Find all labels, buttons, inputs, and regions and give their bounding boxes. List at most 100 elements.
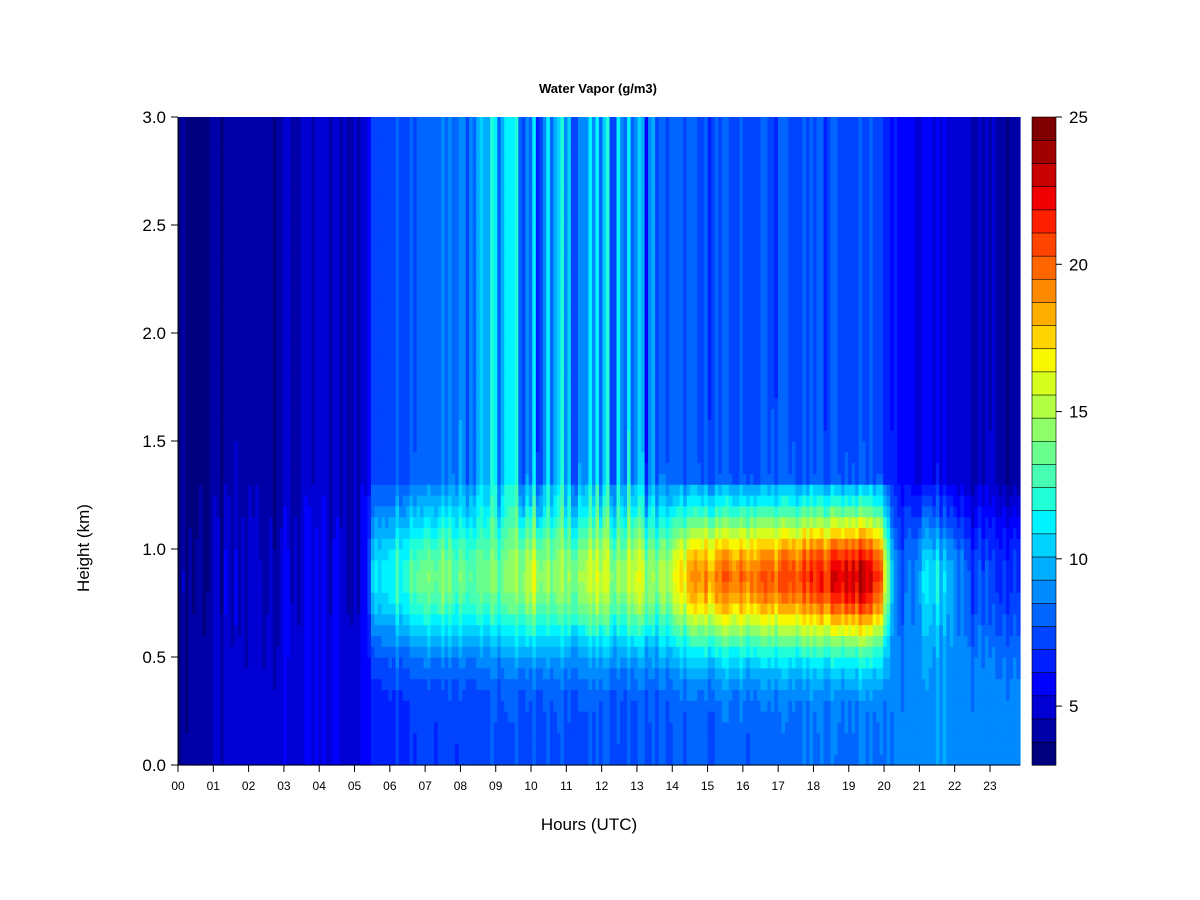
heatmap-cell (381, 624, 386, 636)
heatmap-cell (241, 235, 246, 248)
heatmap-cell (413, 300, 418, 312)
heatmap-cell (332, 300, 337, 312)
heatmap-cell (248, 527, 253, 539)
heatmap-cell (339, 495, 344, 507)
heatmap-cell (434, 117, 439, 129)
heatmap-cell (363, 246, 369, 258)
heatmap-cell (444, 700, 449, 712)
heatmap-cell (363, 689, 369, 701)
heatmap-cell (384, 721, 390, 734)
heatmap-cell (293, 333, 298, 345)
heatmap-cell (314, 484, 319, 496)
heatmap-cell (392, 387, 397, 399)
heatmap-cell (188, 603, 193, 615)
heatmap-cell (244, 646, 249, 658)
heatmap-cell (367, 473, 372, 485)
heatmap-cell (234, 484, 239, 496)
heatmap-cell (237, 559, 242, 572)
heatmap-cell (195, 235, 200, 248)
heatmap-cell (311, 700, 316, 712)
heatmap-cell (381, 538, 386, 550)
heatmap-cell (307, 127, 312, 140)
heatmap-cell (377, 311, 383, 323)
heatmap-cell (363, 592, 369, 604)
heatmap-cell (220, 387, 225, 399)
heatmap-cell (434, 387, 439, 399)
heatmap-cell (388, 419, 393, 431)
heatmap-cell (314, 700, 319, 712)
heatmap-cell (406, 365, 411, 377)
heatmap-cell (448, 333, 453, 345)
heatmap-cell (430, 387, 435, 399)
heatmap-cell (258, 235, 263, 248)
heatmap-cell (406, 678, 411, 690)
heatmap-cell (304, 559, 309, 572)
heatmap-cell (251, 268, 256, 280)
heatmap-cell (178, 613, 183, 626)
heatmap-cell (423, 149, 428, 161)
heatmap-cell (269, 322, 274, 334)
heatmap-cell (360, 538, 365, 550)
heatmap-cell (185, 408, 190, 420)
heatmap-cell (416, 300, 421, 312)
heatmap-cell (286, 505, 291, 518)
heatmap-cell (290, 754, 295, 766)
heatmap-cell (427, 549, 432, 561)
heatmap-cell (290, 333, 295, 345)
heatmap-cell (342, 667, 347, 680)
heatmap-cell (195, 181, 200, 194)
heatmap-cell (318, 397, 323, 410)
heatmap-cell (188, 397, 193, 410)
heatmap-cell (286, 192, 291, 204)
heatmap-cell (293, 732, 298, 744)
heatmap-cell (300, 149, 305, 161)
heatmap-cell (335, 451, 340, 464)
heatmap-cell (195, 732, 200, 744)
heatmap-cell (188, 441, 193, 453)
heatmap-cell (304, 214, 309, 226)
heatmap-cell (325, 322, 330, 334)
heatmap-cell (325, 516, 330, 528)
heatmap-cell (328, 689, 333, 701)
heatmap-cell (297, 570, 302, 582)
heatmap-cell (370, 387, 376, 399)
heatmap-cell (286, 419, 291, 431)
heatmap-cell (237, 333, 242, 345)
heatmap-cell (360, 624, 365, 636)
heatmap-cell (434, 592, 439, 604)
heatmap-cell (349, 451, 355, 464)
heatmap-cell (392, 549, 397, 561)
heatmap-cell (406, 603, 411, 615)
heatmap-cell (244, 603, 249, 615)
heatmap-cell (325, 149, 330, 161)
heatmap-cell (216, 732, 221, 744)
heatmap-cell (462, 376, 467, 388)
heatmap-cell (220, 257, 225, 269)
heatmap-cell (462, 754, 467, 766)
heatmap-cell (332, 203, 337, 215)
heatmap-cell (455, 603, 460, 615)
heatmap-cell (230, 657, 235, 669)
heatmap-cell (353, 333, 358, 345)
heatmap-cell (402, 354, 407, 366)
heatmap-cell (216, 689, 221, 701)
heatmap-cell (178, 289, 183, 302)
heatmap-cell (195, 624, 200, 636)
heatmap-cell (360, 322, 365, 334)
heatmap-cell (388, 322, 393, 334)
heatmap-cell (237, 570, 242, 582)
heatmap-cell (395, 451, 400, 464)
heatmap-cell (363, 171, 369, 183)
heatmap-cell (209, 473, 214, 485)
heatmap-cell (199, 592, 204, 604)
heatmap-cell (342, 333, 347, 345)
heatmap-cell (297, 181, 302, 194)
heatmap-cell (220, 473, 225, 485)
heatmap-cell (451, 484, 456, 496)
heatmap-cell (381, 192, 386, 204)
heatmap-cell (451, 473, 456, 485)
heatmap-cell (370, 408, 376, 420)
chart-title: Water Vapor (g/m3) (539, 81, 657, 96)
heatmap-cell (328, 754, 333, 766)
heatmap-cell (448, 505, 453, 518)
